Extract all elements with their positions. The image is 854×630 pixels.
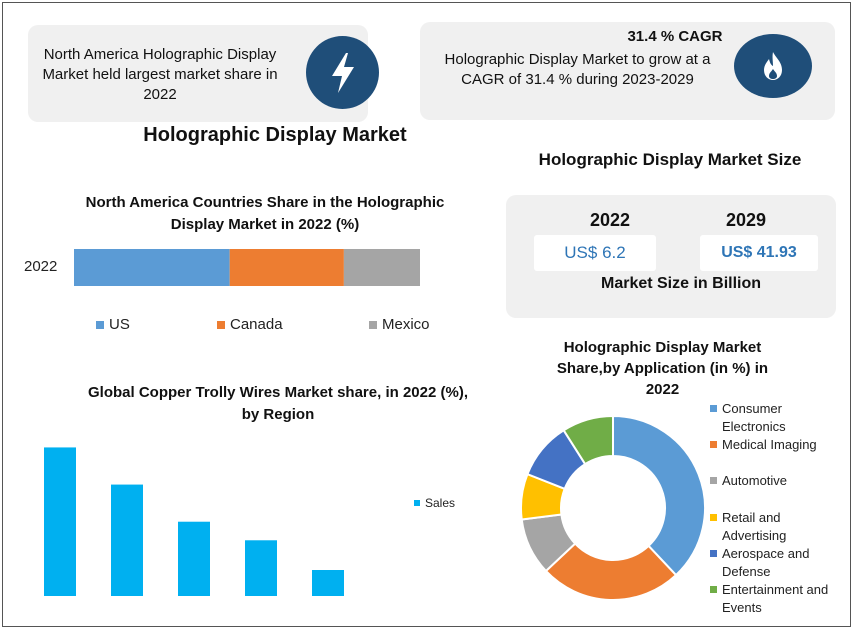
legend-swatch — [96, 320, 104, 329]
chart3-legend-item: Consumer Electronics — [710, 400, 842, 436]
chart2-title: Global Copper Trolly Wires Market share,… — [88, 384, 468, 423]
chart2-bar-4 — [312, 570, 344, 596]
legend-swatch — [710, 477, 717, 484]
chart3-legend-label: Consumer Electronics — [722, 401, 786, 434]
chart3-legend-label: Medical Imaging — [722, 437, 817, 452]
legend-swatch — [710, 550, 717, 557]
market-year-2029: 2029 — [725, 210, 767, 230]
market-value-2022: US$ 6.2 — [534, 235, 656, 271]
chart3-legend-label: Aerospace and Defense — [722, 546, 810, 579]
chart3-legend-item: Automotive — [710, 472, 842, 490]
chart1-category-label: 2022 — [24, 258, 58, 275]
chart2-bar-1 — [111, 484, 143, 596]
legend-swatch — [710, 586, 717, 593]
main-title: Holographic Display Market — [143, 124, 407, 146]
chart2-legend-sales: Sales — [414, 496, 455, 510]
chart3-legend-item: Medical Imaging — [710, 436, 842, 454]
chart2-bar-3 — [245, 540, 277, 596]
top-left-card: North America Holographic Display Market… — [28, 25, 379, 122]
cagr-heading: 31.4 % CAGR — [627, 28, 723, 45]
chart1-legend-canada-label: Canada — [230, 316, 283, 333]
flame-icon — [734, 34, 812, 98]
market-size-title: Holographic Display Market Size — [538, 150, 802, 169]
chart2-legend-sales-label: Sales — [425, 496, 456, 510]
legend-swatch — [414, 500, 420, 506]
lightning-bolt-icon — [306, 36, 379, 109]
legend-swatch — [710, 405, 717, 412]
chart3-legend-label: Automotive — [722, 473, 788, 488]
chart3-svg — [520, 414, 706, 601]
chart1-bar-us — [74, 249, 230, 286]
legend-swatch — [217, 320, 225, 329]
legend-swatch — [369, 320, 377, 329]
chart3-title: Holographic Display Market Share,by Appl… — [556, 339, 769, 398]
chart3-slice-0 — [612, 414, 706, 577]
chart2-svg — [44, 447, 344, 596]
chart2-bar-2 — [178, 521, 210, 596]
legend-swatch — [710, 514, 717, 521]
market-size-card: 2022 2029 US$ 6.2 US$ 41.93 Market Size … — [506, 195, 836, 318]
chart1-bar-canada — [229, 249, 344, 286]
chart1-legend-canada: Canada — [217, 316, 283, 333]
chart1-legend-mexico-label: Mexico — [382, 316, 430, 333]
chart3-legend-label: Entertainment and Events — [722, 582, 829, 615]
market-year-2022: 2022 — [589, 210, 631, 230]
top-right-card: 31.4 % CAGR Holographic Display Market t… — [420, 22, 835, 120]
market-size-caption: Market Size in Billion — [600, 275, 762, 292]
chart1-bar-mexico — [343, 249, 420, 286]
chart3-legend-item: Aerospace and Defense — [710, 545, 842, 581]
chart3-slice-1 — [544, 542, 678, 601]
chart3-legend-item: Retail and Advertising — [710, 509, 842, 545]
chart1-legend-mexico: Mexico — [369, 316, 430, 333]
chart3-legend-label: Retail and Advertising — [722, 510, 787, 543]
market-value-2029: US$ 41.93 — [700, 235, 818, 271]
chart3-legend-item: Entertainment and Events — [710, 581, 842, 617]
chart1-svg — [74, 249, 420, 286]
chart1-legend-us-label: US — [109, 316, 130, 333]
chart1-title: North America Countries Share in the Hol… — [85, 194, 445, 233]
top-left-card-text: North America Holographic Display Market… — [42, 46, 278, 103]
chart2-bar-0 — [44, 447, 76, 596]
cagr-text: Holographic Display Market to grow at a … — [444, 51, 711, 88]
chart1-legend-us: US — [96, 316, 130, 333]
chart3-slice-5 — [562, 414, 614, 466]
legend-swatch — [710, 441, 717, 448]
